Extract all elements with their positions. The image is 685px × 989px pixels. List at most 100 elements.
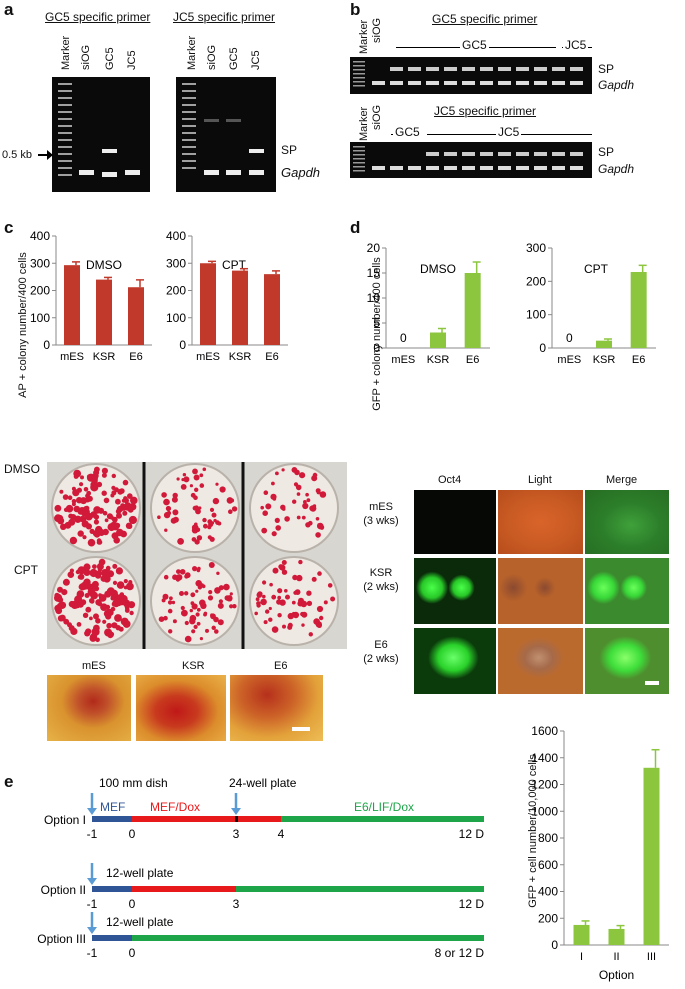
gel-a-left-image (52, 77, 150, 192)
gel-b-bottom-image (350, 142, 592, 178)
colony-dot (93, 624, 100, 632)
y-tick-label: 0 (179, 338, 186, 352)
gapdh-band (570, 166, 583, 170)
gapdh-band (390, 81, 403, 85)
bar (264, 274, 280, 345)
colony-dot (114, 614, 122, 622)
chart-title: CPT (584, 262, 609, 276)
chart-d-dmso: 0 5 10 15 20 DMSO 0 mES KSR E6 (367, 241, 490, 366)
lane-label-siog: siOG (371, 104, 383, 130)
colony-dot (125, 506, 130, 511)
gapdh-band (480, 81, 493, 85)
colony-dot (73, 469, 82, 478)
colony-dot (97, 539, 103, 545)
colony-dot (202, 517, 207, 523)
x-tick-label: KSR (593, 354, 616, 366)
colony-dot (163, 574, 169, 580)
y-tick-label: 100 (166, 311, 186, 325)
annotation-100mm: 100 mm dish (99, 776, 168, 790)
colony-dot (300, 600, 308, 608)
colony-dot (306, 498, 311, 503)
colony-dot (76, 497, 83, 504)
colony-dot (100, 575, 108, 582)
img-row-time: (3 wks) (363, 515, 399, 527)
colony-dot (311, 576, 317, 582)
colony-dot (315, 488, 321, 494)
colony-dot (315, 517, 320, 521)
colony-image-ksr (136, 675, 226, 741)
colony-dot (327, 583, 333, 588)
segment-mef (92, 935, 132, 941)
colony-dot (122, 479, 129, 486)
day-tick-label: -1 (87, 897, 98, 911)
colony-dot (127, 493, 133, 499)
colony-dot (111, 485, 116, 490)
colony-dot (195, 580, 202, 587)
marker-band (353, 146, 365, 148)
colony-dot (199, 483, 205, 488)
colony-dot (274, 517, 280, 523)
marker-band (353, 162, 365, 164)
colony-dot (182, 473, 187, 477)
y-tick-label: 400 (538, 885, 558, 899)
img-mes-merge (585, 490, 669, 554)
colony-dot (85, 523, 92, 530)
colony-dot (269, 582, 273, 587)
colony-dot (172, 509, 179, 516)
colony-dot (291, 600, 296, 605)
colony-dot (319, 615, 324, 621)
colony-dot (195, 589, 199, 593)
colony-dot (70, 514, 77, 521)
colony-dot (281, 560, 287, 565)
img-col-merge: Merge (606, 474, 638, 486)
colony-label-mes: mES (82, 660, 106, 672)
colony-dot (163, 615, 168, 621)
img-e6-merge (585, 628, 669, 694)
colony-dot (112, 563, 118, 569)
colony-dot (284, 589, 288, 593)
colony-dot (91, 580, 99, 588)
colony-dot (254, 611, 258, 616)
colony-label-ksr: KSR (182, 660, 205, 672)
colony-dot (128, 580, 133, 585)
gel-a-right-title: JC5 specific primer (173, 10, 276, 24)
gapdh-band (372, 81, 385, 85)
colony-dot (308, 632, 313, 637)
option-label: Option II (41, 883, 86, 897)
marker-band (353, 65, 365, 67)
colony-dot (177, 538, 185, 545)
annotation-12well: 12-well plate (106, 866, 174, 880)
colony-dot (80, 581, 89, 590)
colony-dot (194, 505, 199, 510)
marker-band (353, 77, 365, 79)
sp-band (462, 67, 475, 71)
marker-band (353, 73, 365, 75)
colony-dot (302, 502, 309, 510)
sp-band (570, 67, 583, 71)
colony-dot (172, 619, 177, 624)
colony-dot (179, 591, 184, 596)
option-label: Option I (44, 813, 86, 827)
sp-band (570, 152, 583, 156)
colony-dot (89, 599, 95, 604)
x-tick-label: mES (196, 351, 220, 363)
gapdh-band (516, 166, 529, 170)
colony-dot (193, 474, 200, 481)
gapdh-band (498, 81, 511, 85)
chart-c-cpt: 0 100 200 300 400 CPT mES KSR E6 (166, 229, 288, 363)
colony-dot (192, 468, 198, 475)
colony-dot (279, 599, 286, 606)
colony-dot (292, 611, 296, 616)
colony-dot (107, 570, 115, 578)
colony-dot (106, 622, 112, 629)
colony-dot (93, 514, 100, 520)
colony-dot (71, 486, 76, 491)
colony-dot (116, 528, 124, 537)
colony-dot (218, 599, 223, 604)
gapdh-band (516, 81, 529, 85)
colony-dot (170, 517, 177, 524)
colony-dot (195, 612, 200, 617)
bar (464, 273, 481, 348)
colony-dot (191, 527, 199, 534)
colony-dot (127, 601, 136, 609)
